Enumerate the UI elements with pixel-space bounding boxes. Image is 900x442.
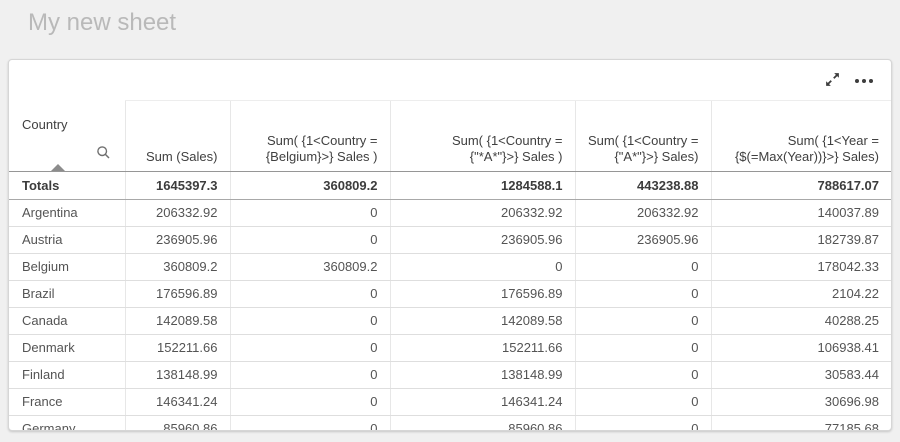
value-cell: 2104.22 (710, 280, 891, 308)
country-cell[interactable]: Finland (9, 361, 125, 389)
value-cell: 176596.89 (389, 280, 575, 308)
value-cell: 0 (574, 253, 711, 281)
table-body: Totals 1645397.3 360809.2 1284588.1 4432… (9, 171, 891, 430)
value-cell: 0 (389, 253, 575, 281)
value-cell: 0 (229, 334, 390, 362)
value-cell: 178042.33 (710, 253, 891, 281)
table-row: Brazil 176596.89 0 176596.89 0 2104.22 (9, 280, 891, 308)
table-row: Denmark 152211.66 0 152211.66 0 106938.4… (9, 334, 891, 362)
value-cell: 0 (229, 280, 390, 308)
column-header-country[interactable]: Country (9, 100, 125, 172)
value-cell: 360809.2 (229, 253, 390, 281)
value-cell: 360809.2 (124, 253, 230, 281)
country-cell[interactable]: Denmark (9, 334, 125, 362)
totals-value: 443238.88 (574, 171, 711, 200)
totals-value: 788617.07 (710, 171, 891, 200)
value-cell: 0 (574, 334, 711, 362)
value-cell: 77185.68 (710, 415, 891, 430)
value-cell: 0 (229, 199, 390, 227)
totals-value: 1645397.3 (124, 171, 230, 200)
value-cell: 0 (574, 388, 711, 416)
country-cell[interactable]: Belgium (9, 253, 125, 281)
table-row: Finland 138148.99 0 138148.99 0 30583.44 (9, 361, 891, 389)
value-cell: 206332.92 (574, 199, 711, 227)
country-cell[interactable]: Brazil (9, 280, 125, 308)
totals-value: 1284588.1 (389, 171, 575, 200)
value-cell: 152211.66 (389, 334, 575, 362)
value-cell: 0 (229, 307, 390, 335)
value-cell: 206332.92 (389, 199, 575, 227)
sort-ascending-icon (51, 163, 65, 171)
value-cell: 138148.99 (124, 361, 230, 389)
country-cell[interactable]: Germany (9, 415, 125, 430)
search-icon (96, 145, 110, 159)
value-cell: 182739.87 (710, 226, 891, 254)
table-row: Belgium 360809.2 360809.2 0 0 178042.33 (9, 253, 891, 281)
table-row: Germany 85960.86 0 85960.86 0 77185.68 (9, 415, 891, 430)
table-row: Austria 236905.96 0 236905.96 236905.96 … (9, 226, 891, 254)
straight-table: Country Sum (Sales) Sum( {1<Country = {B… (9, 100, 891, 430)
column-header-star-a-star-expr[interactable]: Sum( {1<Country = {"*A*"}>} Sales ) (389, 100, 575, 172)
value-cell: 142089.58 (124, 307, 230, 335)
expand-button[interactable] (824, 70, 841, 88)
value-cell: 176596.89 (124, 280, 230, 308)
value-cell: 206332.92 (124, 199, 230, 227)
country-cell[interactable]: Austria (9, 226, 125, 254)
column-header-sum-sales[interactable]: Sum (Sales) (124, 100, 230, 172)
table-row: Canada 142089.58 0 142089.58 0 40288.25 (9, 307, 891, 335)
country-cell[interactable]: Argentina (9, 199, 125, 227)
value-cell: 152211.66 (124, 334, 230, 362)
country-cell[interactable]: France (9, 388, 125, 416)
totals-value: 360809.2 (229, 171, 390, 200)
value-cell: 30696.98 (710, 388, 891, 416)
value-cell: 40288.25 (710, 307, 891, 335)
header-row: Country Sum (Sales) Sum( {1<Country = {B… (9, 100, 891, 172)
value-cell: 146341.24 (124, 388, 230, 416)
value-cell: 0 (229, 226, 390, 254)
value-cell: 85960.86 (124, 415, 230, 430)
column-header-a-star-expr[interactable]: Sum( {1<Country = {"A*"}>} Sales) (574, 100, 711, 172)
expand-icon (826, 72, 839, 86)
value-cell: 0 (574, 307, 711, 335)
value-cell: 140037.89 (710, 199, 891, 227)
totals-label: Totals (9, 171, 125, 200)
value-cell: 0 (229, 415, 390, 430)
sheet-title: My new sheet (28, 9, 177, 36)
menu-button[interactable] (855, 70, 873, 88)
value-cell: 146341.24 (389, 388, 575, 416)
value-cell: 0 (574, 415, 711, 430)
column-header-max-year-expr[interactable]: Sum( {1<Year = {$(=Max(Year))}>} Sales) (710, 100, 891, 172)
value-cell: 138148.99 (389, 361, 575, 389)
value-cell: 30583.44 (710, 361, 891, 389)
column-header-label: Country (22, 116, 68, 132)
value-cell: 236905.96 (389, 226, 575, 254)
table-row: Argentina 206332.92 0 206332.92 206332.9… (9, 199, 891, 227)
ellipsis-icon (862, 78, 866, 83)
value-cell: 0 (229, 388, 390, 416)
ellipsis-icon (855, 78, 859, 83)
column-header-belgium-expr[interactable]: Sum( {1<Country = {Belgium}>} Sales ) (229, 100, 390, 172)
value-cell: 142089.58 (389, 307, 575, 335)
value-cell: 236905.96 (574, 226, 711, 254)
card-toolbar (9, 60, 891, 100)
value-cell: 0 (574, 280, 711, 308)
value-cell: 236905.96 (124, 226, 230, 254)
table-row: France 146341.24 0 146341.24 0 30696.98 (9, 388, 891, 416)
totals-row: Totals 1645397.3 360809.2 1284588.1 4432… (9, 171, 891, 200)
value-cell: 85960.86 (389, 415, 575, 430)
country-cell[interactable]: Canada (9, 307, 125, 335)
value-cell: 0 (229, 361, 390, 389)
value-cell: 106938.41 (710, 334, 891, 362)
table-card: Country Sum (Sales) Sum( {1<Country = {B… (8, 59, 892, 431)
ellipsis-icon (869, 78, 873, 83)
search-button[interactable] (96, 129, 111, 164)
value-cell: 0 (574, 361, 711, 389)
